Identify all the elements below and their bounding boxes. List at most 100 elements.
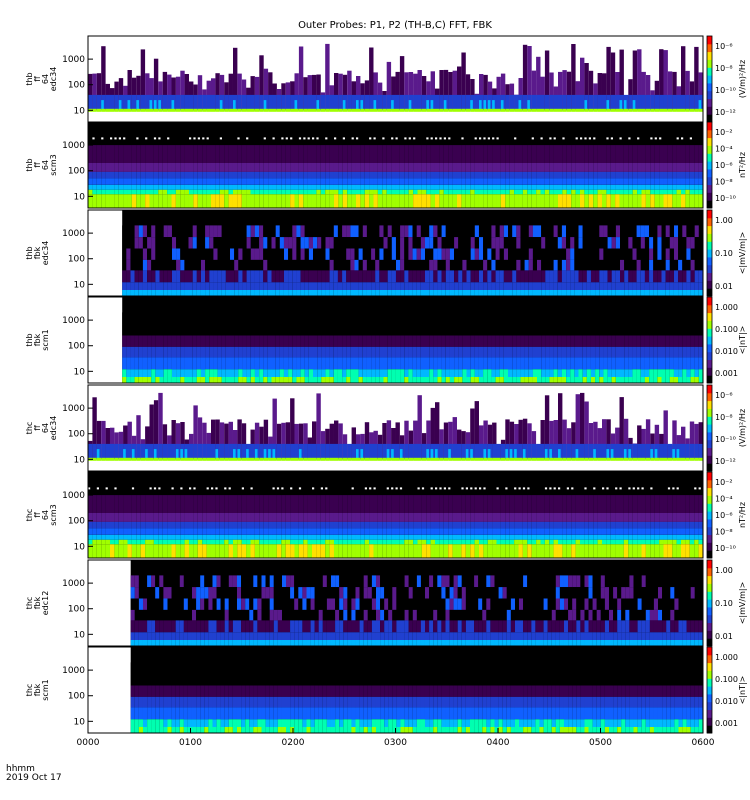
- spectral-column: [566, 377, 571, 383]
- spectral-column: [678, 346, 683, 358]
- spectral-column: [599, 346, 604, 358]
- spectral-column: [667, 94, 673, 111]
- spectral-column: [532, 346, 538, 358]
- spectral-column: [105, 457, 110, 461]
- colorbar-frame: [706, 296, 713, 384]
- spectral-column: [399, 145, 405, 163]
- spectral-column: [602, 189, 607, 195]
- spectral-column: [611, 237, 616, 249]
- spectral-column: [536, 163, 541, 172]
- spectral-column: [582, 324, 587, 336]
- spectral-column: [180, 194, 185, 208]
- spectral-column: [570, 312, 575, 325]
- spectral-column: [175, 495, 181, 513]
- spectral-column: [391, 171, 396, 179]
- spectral-column: [408, 122, 414, 146]
- spectral-column: [364, 495, 370, 513]
- spectral-column: [562, 419, 567, 460]
- spectral-column: [134, 324, 139, 336]
- spectral-column: [238, 290, 243, 296]
- spectral-column: [443, 100, 447, 111]
- spectral-column: [96, 420, 102, 460]
- spectral-column: [430, 528, 435, 535]
- spectral-column: [308, 369, 314, 377]
- spectral-column: [645, 189, 651, 195]
- spectral-column: [320, 513, 326, 522]
- spectral-column: [623, 194, 629, 208]
- spectral-column: [304, 312, 309, 325]
- spectral-column: [487, 184, 493, 190]
- spectral-column: [645, 184, 651, 190]
- spectral-column: [307, 513, 312, 522]
- spectral-column: [404, 259, 409, 271]
- spectral-column: [387, 357, 392, 370]
- spectral-column: [441, 237, 446, 249]
- spectral-column: [461, 122, 466, 146]
- spectral-column: [470, 449, 473, 460]
- spectral-column: [276, 184, 282, 190]
- spectral-column: [391, 428, 396, 460]
- spectral-column: [153, 400, 159, 460]
- spectral-column: [88, 534, 93, 540]
- spectral-column: [197, 495, 203, 513]
- spectral-column: [101, 145, 106, 163]
- spectral-column: [342, 194, 348, 208]
- spectral-column: [303, 544, 308, 558]
- spectral-column: [640, 282, 645, 290]
- spectral-column: [321, 346, 326, 358]
- spectral-column: [663, 189, 668, 195]
- spectral-column: [659, 178, 664, 185]
- spectral-column: [281, 528, 286, 535]
- spectral-column: [665, 290, 670, 296]
- spectral-column: [531, 178, 537, 185]
- spectral-column: [288, 357, 293, 370]
- spectral-column: [321, 335, 326, 347]
- spectral-column: [426, 544, 431, 558]
- spectral-column: [426, 184, 431, 190]
- spectral-column: [290, 495, 295, 513]
- spectral-column: [171, 145, 176, 163]
- spectral-column: [429, 282, 434, 290]
- spectral-column: [163, 346, 168, 358]
- spectral-column: [676, 145, 681, 163]
- spectral-column: [399, 163, 405, 172]
- spectral-column: [296, 259, 301, 271]
- spectral-column: [689, 443, 695, 460]
- spectral-column: [228, 528, 233, 535]
- spectral-column: [356, 171, 361, 179]
- spectral-column: [575, 394, 580, 460]
- spectral-column: [445, 259, 450, 271]
- spectral-column: [503, 290, 509, 296]
- spectral-column: [545, 369, 550, 377]
- spectral-column: [228, 184, 233, 190]
- spectral-column: [272, 528, 277, 535]
- spectral-column: [313, 225, 318, 238]
- spectral-column: [382, 539, 387, 545]
- spectral-column: [238, 346, 243, 358]
- spectral-column: [663, 184, 668, 190]
- spectral-column: [499, 335, 504, 347]
- spectral-column: [145, 184, 150, 190]
- spectral-column: [118, 521, 124, 529]
- spectral-column: [483, 184, 488, 190]
- spectral-column: [429, 369, 434, 377]
- spectral-column: [110, 457, 115, 461]
- spectral-column: [233, 171, 238, 179]
- spectral-column: [500, 443, 506, 460]
- spectral-column: [373, 495, 378, 513]
- spectral-column: [611, 357, 616, 370]
- spectral-column: [228, 171, 233, 179]
- spectral-column: [571, 194, 576, 208]
- spectral-column: [127, 178, 132, 185]
- spectral-column: [421, 194, 427, 208]
- spectral-column: [131, 189, 137, 195]
- spectral-column: [373, 178, 378, 185]
- spectral-column: [553, 94, 558, 111]
- spectral-column: [272, 108, 277, 112]
- spectral-column: [342, 100, 346, 111]
- spectral-column: [122, 259, 127, 271]
- spectral-column: [358, 282, 363, 290]
- spectral-column: [149, 178, 154, 185]
- spectral-column: [649, 237, 654, 249]
- spectral-column: [142, 237, 148, 249]
